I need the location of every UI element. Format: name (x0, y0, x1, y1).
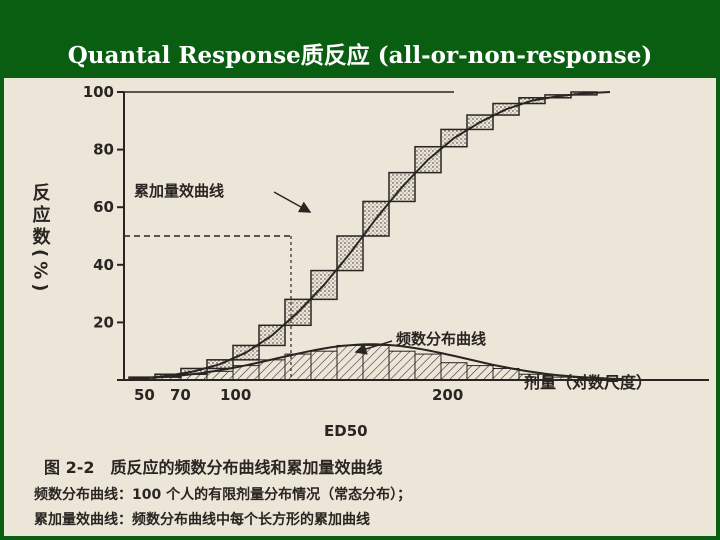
frequency-bar (492, 367, 520, 381)
frequency-bar (310, 350, 338, 381)
x-tick-label: 70 (170, 386, 191, 404)
figure-caption-line1: 频数分布曲线：100 个人的有限剂量分布情况（常态分布）； (34, 486, 411, 503)
quantal-response-chart: 反应数(%) 剂量（对数尺度） ED50 累加量效曲线 频数分布曲线 图 2-2… (30, 83, 709, 528)
frequency-bar (362, 344, 390, 381)
frequency-curve (128, 343, 624, 381)
title-bar (0, 0, 720, 78)
figure-caption-line2: 累加量效曲线：频数分布曲线中每个长方形的累加曲线 (34, 511, 370, 528)
x-tick-label: 100 (220, 386, 251, 404)
frequency-bar (258, 359, 286, 381)
frequency-bar (388, 350, 416, 381)
frequency-bar (284, 353, 312, 381)
frequency-bar (518, 373, 546, 381)
frequency-bar (336, 344, 364, 381)
y-axis-label: 反应数(%) (30, 183, 51, 296)
y-tick-label: 20 (93, 313, 114, 331)
cumulative-curve-pointer (273, 191, 312, 213)
frequency-curve-label: 频数分布曲线 (396, 330, 486, 348)
frequency-bar (414, 353, 442, 381)
x-tick-label: 200 (432, 386, 463, 404)
figure-panel: 反应数(%) 剂量（对数尺度） ED50 累加量效曲线 频数分布曲线 图 2-2… (4, 78, 716, 536)
ed50-label: ED50 (324, 422, 368, 440)
frequency-bar (544, 376, 572, 381)
y-tick-label: 60 (93, 198, 114, 216)
frequency-bar (466, 365, 494, 381)
frequency-bar (440, 362, 468, 381)
cumulative-curve (128, 91, 611, 381)
plot-area: 20 40 60 80 100 50 70 100 200 (83, 83, 624, 404)
x-tick-label: 50 (134, 386, 155, 404)
slide-title: Quantal Response质反应 (all-or-non-response… (67, 42, 653, 69)
y-tick-label: 40 (93, 256, 114, 274)
y-tick-label: 80 (93, 141, 114, 159)
y-tick-label: 100 (83, 83, 114, 101)
figure-caption-title: 图 2-2 质反应的频数分布曲线和累加量效曲线 (44, 458, 382, 477)
cumulative-curve-label: 累加量效曲线 (134, 182, 224, 200)
